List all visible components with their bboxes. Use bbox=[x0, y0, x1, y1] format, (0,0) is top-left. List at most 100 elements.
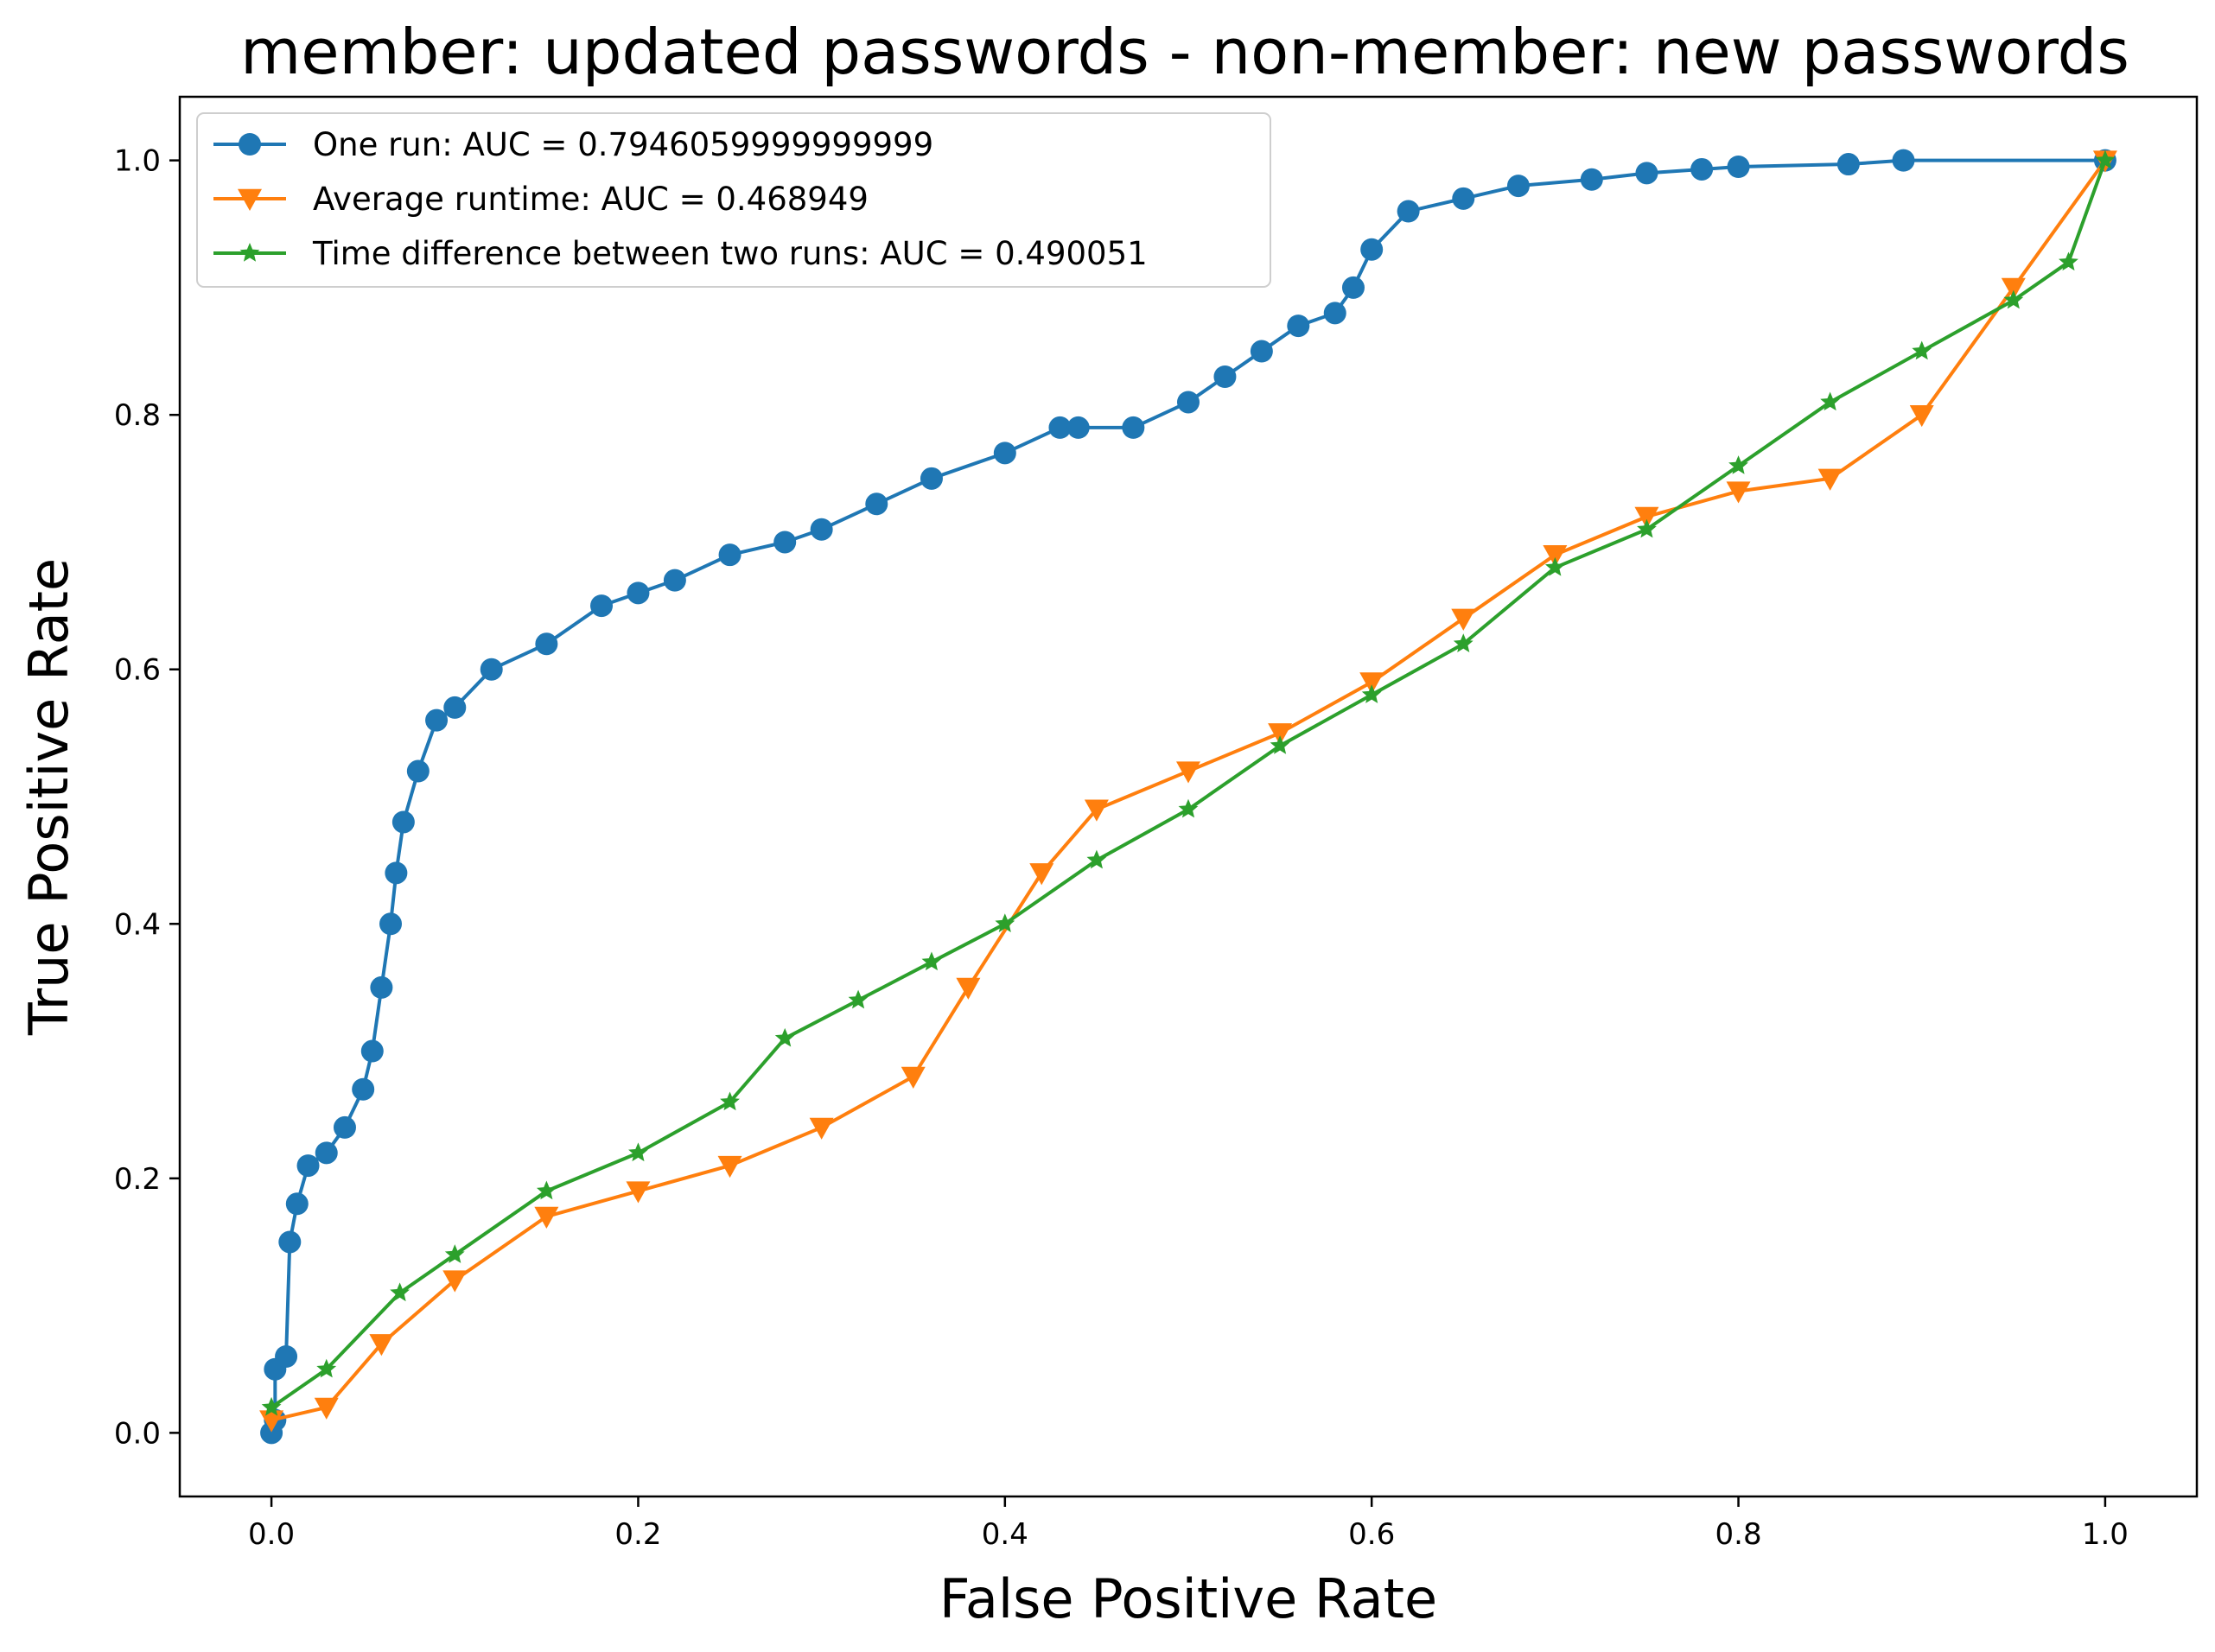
data-point-triangle bbox=[809, 1117, 834, 1140]
data-point-circle bbox=[425, 708, 449, 732]
data-point-star bbox=[848, 989, 869, 1009]
data-point-triangle bbox=[1359, 672, 1384, 695]
data-point-star bbox=[2095, 149, 2116, 169]
y-tick-label: 0.8 bbox=[114, 398, 161, 433]
legend-label: Time difference between two runs: AUC = … bbox=[312, 235, 1148, 272]
data-point-star bbox=[1361, 684, 1382, 703]
data-point-triangle bbox=[1029, 863, 1054, 886]
data-point-circle bbox=[718, 543, 742, 567]
x-axis-label: False Positive Rate bbox=[939, 1567, 1437, 1630]
chart-title: member: updated passwords - non-member: … bbox=[240, 16, 2129, 88]
data-point-triangle bbox=[1909, 404, 1934, 428]
data-point-circle bbox=[1048, 416, 1072, 439]
legend-label: Average runtime: AUC = 0.468949 bbox=[313, 181, 869, 218]
data-point-star bbox=[261, 1396, 282, 1416]
data-point-circle bbox=[443, 696, 467, 719]
data-point-star bbox=[995, 913, 1015, 932]
legend-swatch-marker bbox=[238, 188, 262, 211]
data-point-star bbox=[316, 1358, 337, 1378]
data-point-star bbox=[1544, 556, 1565, 576]
data-point-circle bbox=[296, 1154, 320, 1178]
data-point-circle bbox=[535, 632, 558, 656]
data-point-circle bbox=[1250, 340, 1273, 363]
data-point-triangle bbox=[1634, 506, 1659, 529]
data-point-circle bbox=[1690, 157, 1714, 181]
y-axis: 0.0 0.2 0.4 0.6 0.8 1.0 bbox=[114, 144, 180, 1451]
data-point-circle bbox=[360, 1039, 384, 1063]
data-point-star bbox=[536, 1180, 557, 1200]
legend: One run: AUC = 0.7946059999999999 Average… bbox=[196, 112, 1271, 288]
data-point-star bbox=[774, 1027, 795, 1047]
data-point-circle bbox=[285, 1192, 309, 1216]
data-point-circle bbox=[1360, 238, 1384, 261]
data-point-circle bbox=[1066, 416, 1090, 439]
data-point-triangle bbox=[626, 1181, 651, 1204]
data-point-circle bbox=[1452, 187, 1475, 210]
data-point-circle bbox=[1836, 153, 1860, 176]
data-point-triangle bbox=[1451, 608, 1476, 631]
data-point-star bbox=[2003, 289, 2024, 309]
data-point-triangle bbox=[1726, 481, 1751, 504]
data-point-circle bbox=[865, 492, 888, 516]
data-point-star bbox=[1086, 849, 1107, 869]
x-tick-label: 0.2 bbox=[614, 1517, 661, 1552]
data-point-circle bbox=[480, 658, 503, 681]
legend-swatch-marker bbox=[239, 243, 260, 262]
data-point-circle bbox=[352, 1077, 375, 1101]
y-tick-label: 0.2 bbox=[114, 1162, 161, 1197]
data-point-circle bbox=[333, 1115, 356, 1139]
y-tick-label: 0.0 bbox=[114, 1416, 161, 1451]
data-point-circle bbox=[1635, 162, 1658, 185]
data-point-circle bbox=[1397, 200, 1420, 223]
data-point-circle bbox=[391, 810, 415, 834]
x-tick-label: 0.8 bbox=[1715, 1517, 1762, 1552]
x-axis: 0.0 0.2 0.4 0.6 0.8 1.0 bbox=[248, 1496, 2129, 1552]
data-point-circle bbox=[773, 531, 797, 554]
data-point-circle bbox=[993, 442, 1016, 465]
data-point-triangle bbox=[2001, 277, 2026, 300]
data-point-circle bbox=[1213, 365, 1237, 388]
y-tick-label: 1.0 bbox=[114, 144, 161, 179]
y-tick-label: 0.6 bbox=[114, 653, 161, 688]
data-point-triangle bbox=[901, 1066, 926, 1089]
data-point-star bbox=[628, 1142, 648, 1162]
data-point-circle bbox=[278, 1230, 302, 1254]
series-1 bbox=[260, 149, 2116, 1445]
data-point-circle bbox=[663, 569, 686, 592]
data-point-circle bbox=[1287, 315, 1310, 338]
data-point-circle bbox=[1580, 168, 1603, 191]
data-point-circle bbox=[275, 1345, 298, 1368]
data-point-circle bbox=[1727, 156, 1750, 178]
data-point-star bbox=[1270, 735, 1290, 754]
data-point-triangle bbox=[314, 1397, 339, 1420]
data-point-circle bbox=[810, 518, 833, 541]
data-point-circle bbox=[406, 759, 430, 783]
data-point-triangle bbox=[534, 1206, 559, 1229]
data-point-circle bbox=[920, 467, 943, 490]
data-point-triangle bbox=[1268, 723, 1293, 746]
data-point-circle bbox=[315, 1141, 338, 1165]
data-point-circle bbox=[370, 975, 393, 999]
x-tick-label: 0.4 bbox=[982, 1517, 1028, 1552]
legend-entry: Time difference between two runs: AUC = … bbox=[213, 235, 1148, 272]
legend-label: One run: AUC = 0.7946059999999999 bbox=[313, 126, 933, 163]
data-point-triangle bbox=[956, 977, 981, 1000]
data-point-star bbox=[921, 951, 942, 971]
legend-items: One run: AUC = 0.7946059999999999 Average… bbox=[213, 126, 1148, 272]
plot-lines bbox=[259, 149, 2117, 1445]
legend-entry: Average runtime: AUC = 0.468949 bbox=[213, 181, 869, 218]
y-tick-label: 0.4 bbox=[114, 907, 161, 942]
data-point-circle bbox=[1506, 175, 1530, 198]
data-point-triangle bbox=[1176, 761, 1200, 784]
data-point-star bbox=[1453, 633, 1473, 652]
x-tick-label: 0.0 bbox=[248, 1517, 295, 1552]
x-tick-label: 0.6 bbox=[1348, 1517, 1395, 1552]
legend-entry: One run: AUC = 0.7946059999999999 bbox=[213, 126, 933, 163]
data-point-triangle bbox=[1543, 544, 1568, 568]
data-point-star bbox=[1178, 798, 1199, 818]
data-point-star bbox=[2059, 251, 2078, 271]
data-point-triangle bbox=[442, 1270, 468, 1293]
data-point-triangle bbox=[1817, 468, 1843, 491]
data-point-star bbox=[390, 1282, 411, 1302]
series-3 bbox=[261, 149, 2116, 1416]
